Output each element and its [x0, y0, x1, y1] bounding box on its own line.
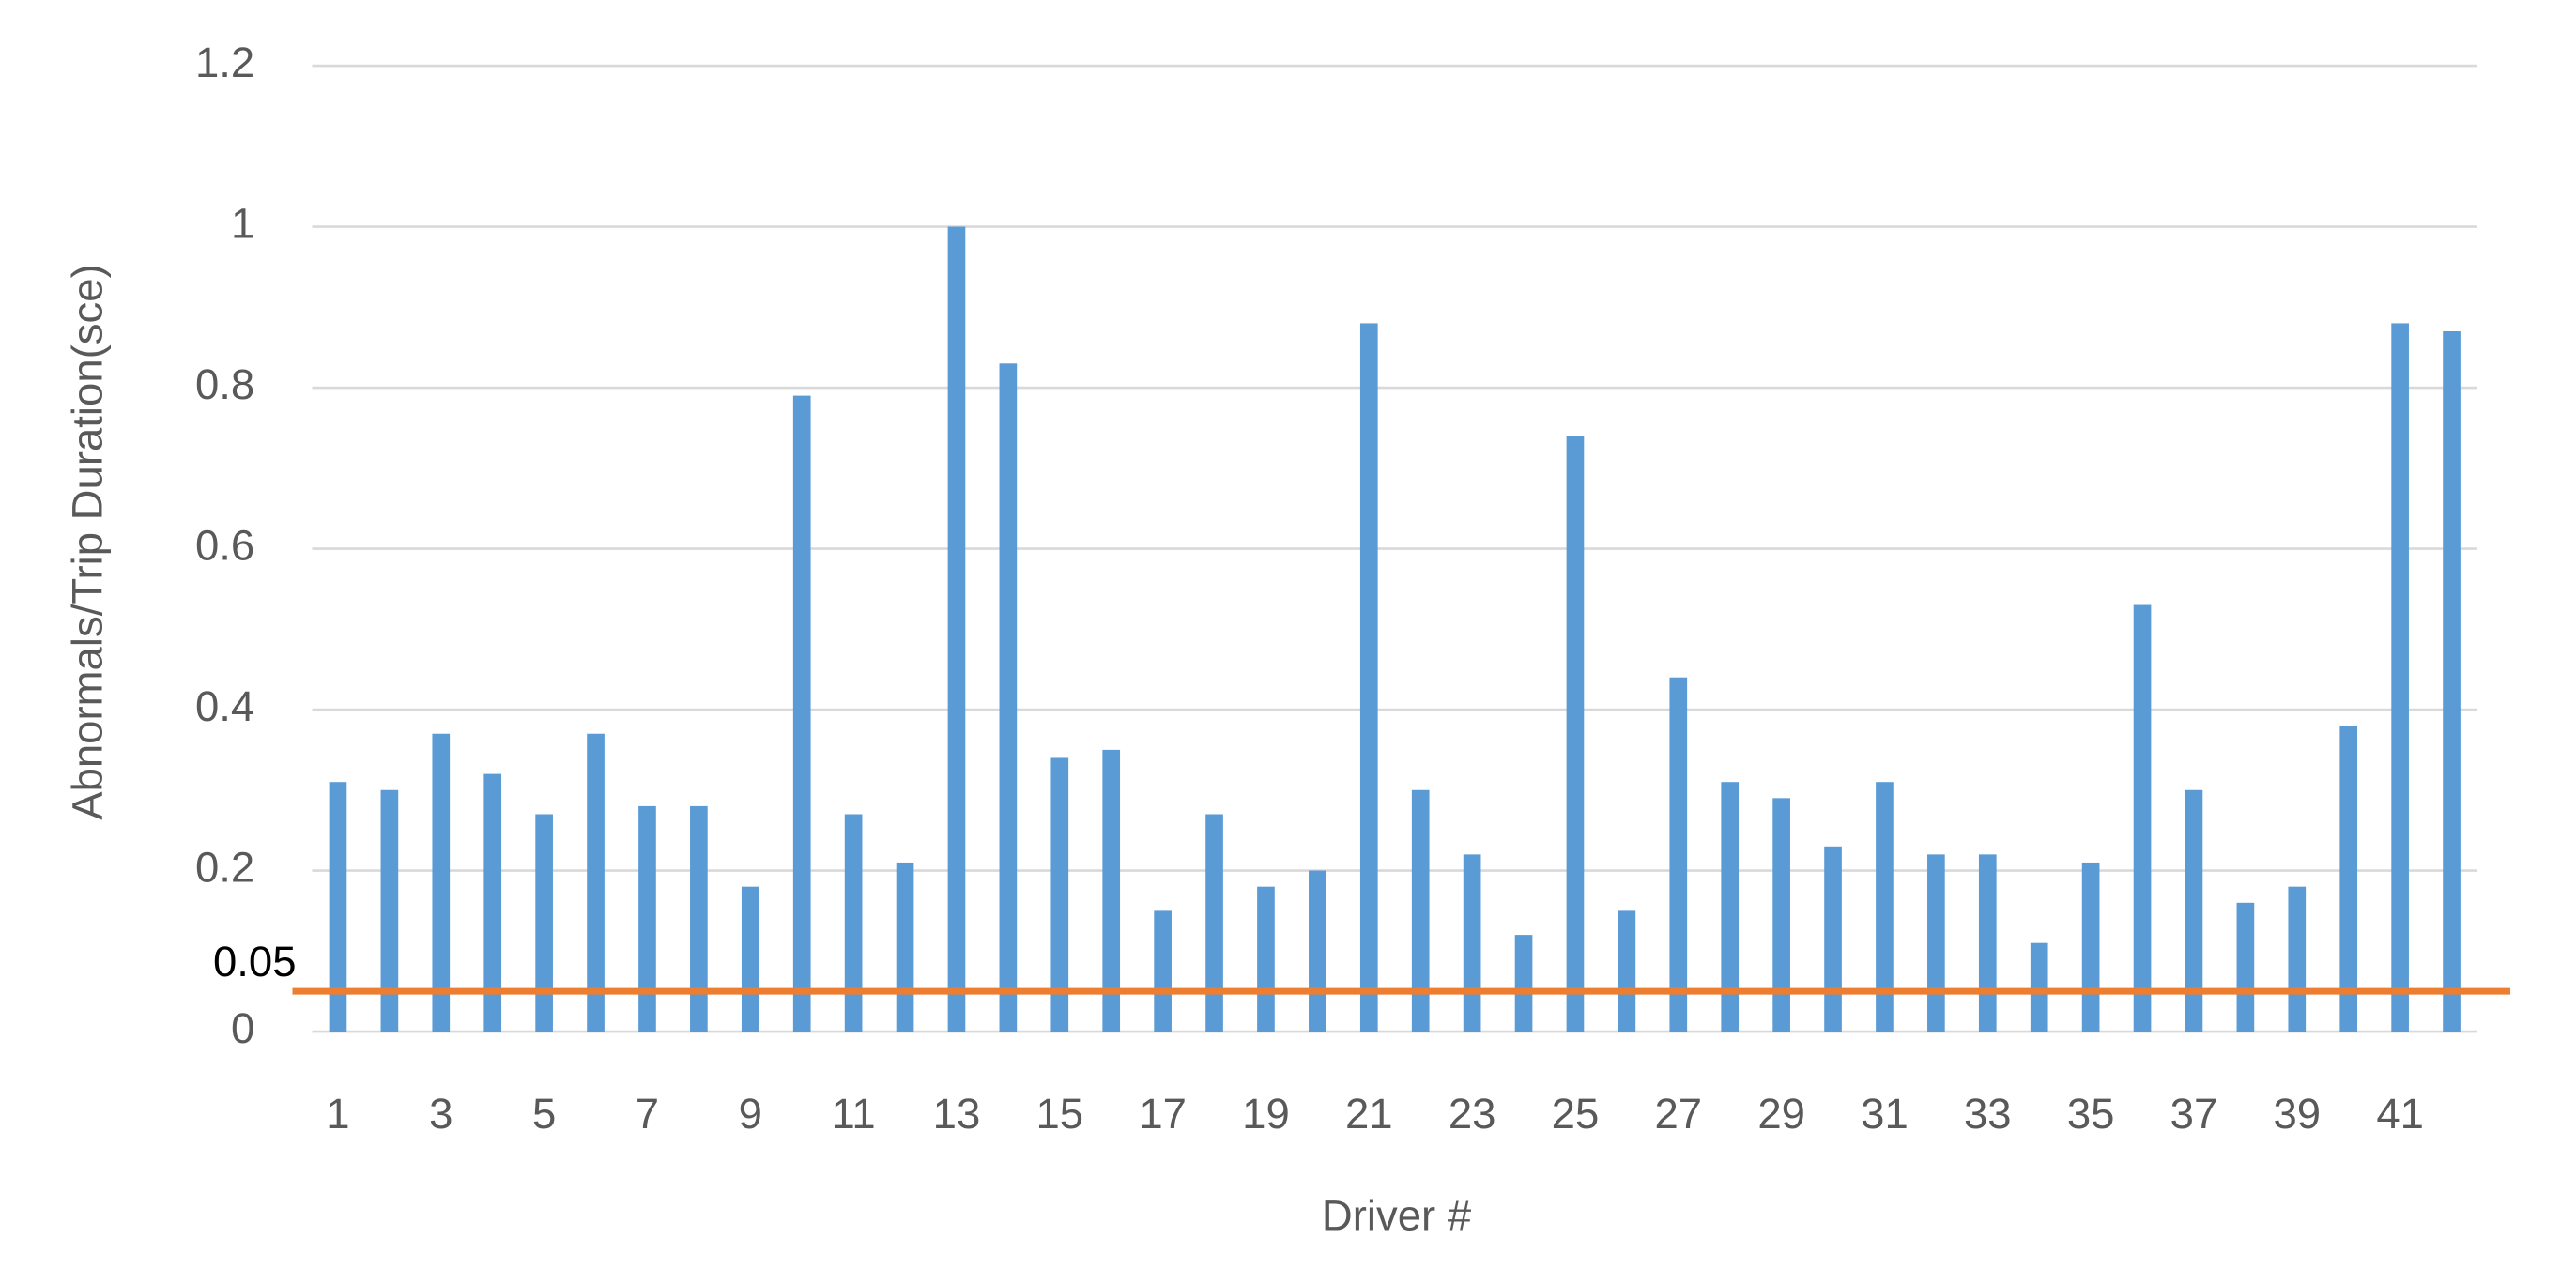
x-tick-label: 35 [2067, 1090, 2115, 1138]
bar [844, 814, 863, 1032]
bar [1411, 789, 1430, 1032]
bar [1050, 757, 1069, 1032]
bar [741, 886, 759, 1032]
x-tick-label: 11 [832, 1090, 876, 1138]
y-tick-label: 0.4 [195, 682, 254, 730]
x-tick-label: 13 [933, 1090, 981, 1138]
x-tick-label: 5 [532, 1090, 556, 1138]
bar [2185, 789, 2203, 1032]
bar [1978, 854, 1997, 1032]
bar [1618, 910, 1636, 1032]
bar [1205, 814, 1223, 1032]
x-tick-label: 33 [1964, 1090, 2012, 1138]
bar [1102, 749, 1121, 1032]
x-tick-label: 19 [1242, 1090, 1290, 1138]
bar [2443, 330, 2461, 1032]
x-tick-label: 21 [1345, 1090, 1393, 1138]
y-axis-label: Abnormals/Trip Duration(sce) [63, 264, 111, 820]
x-tick-label: 37 [2170, 1090, 2218, 1138]
x-tick-label: 7 [636, 1090, 659, 1138]
bar [1669, 677, 1688, 1032]
x-tick-label: 25 [1552, 1090, 1600, 1138]
y-tick-label: 1.2 [195, 38, 254, 86]
bar [1463, 854, 1481, 1032]
bar [1927, 854, 1945, 1032]
x-tick-label: 31 [1861, 1090, 1909, 1138]
bar [1359, 323, 1378, 1032]
bar [535, 814, 553, 1032]
bar [329, 782, 347, 1032]
reference-label: 0.05 [213, 938, 297, 986]
x-tick-label: 15 [1035, 1090, 1083, 1138]
x-tick-label: 27 [1654, 1090, 1702, 1138]
bar [999, 363, 1018, 1032]
bar [1309, 870, 1326, 1032]
bar [432, 733, 451, 1032]
bar [587, 733, 605, 1032]
bar [1566, 436, 1585, 1032]
bar [2288, 886, 2307, 1032]
x-tick-label: 1 [326, 1090, 349, 1138]
bar [380, 789, 399, 1032]
bar [1154, 910, 1172, 1032]
bar [1721, 782, 1740, 1032]
x-tick-label: 39 [2273, 1090, 2321, 1138]
y-tick-label: 0.8 [195, 360, 254, 408]
y-tick-label: 0.6 [195, 522, 254, 570]
bar [792, 395, 811, 1032]
bar [1772, 798, 1790, 1032]
y-tick-label: 0.2 [195, 844, 254, 892]
bar [638, 805, 656, 1032]
bar [1824, 846, 1842, 1032]
x-tick-label: 3 [429, 1090, 452, 1138]
bar [947, 226, 966, 1032]
x-tick-label: 9 [739, 1090, 762, 1138]
bar [483, 773, 502, 1032]
bar [1257, 886, 1275, 1032]
x-tick-label: 41 [2376, 1090, 2424, 1138]
bar [896, 862, 914, 1032]
y-tick-label: 0 [231, 1004, 254, 1052]
x-axis-label: Driver # [1322, 1192, 1472, 1240]
bar [2339, 726, 2358, 1032]
bar [1514, 935, 1533, 1032]
bar [2391, 323, 2409, 1032]
bar [2030, 942, 2048, 1032]
x-tick-label: 29 [1757, 1090, 1805, 1138]
x-tick-label: 17 [1139, 1090, 1187, 1138]
y-tick-label: 1 [231, 200, 254, 248]
bar [2081, 862, 2100, 1032]
bar [2236, 902, 2255, 1032]
bar [2133, 604, 2152, 1032]
bar [1876, 782, 1894, 1032]
bar [690, 805, 708, 1032]
x-tick-label: 23 [1449, 1090, 1496, 1138]
